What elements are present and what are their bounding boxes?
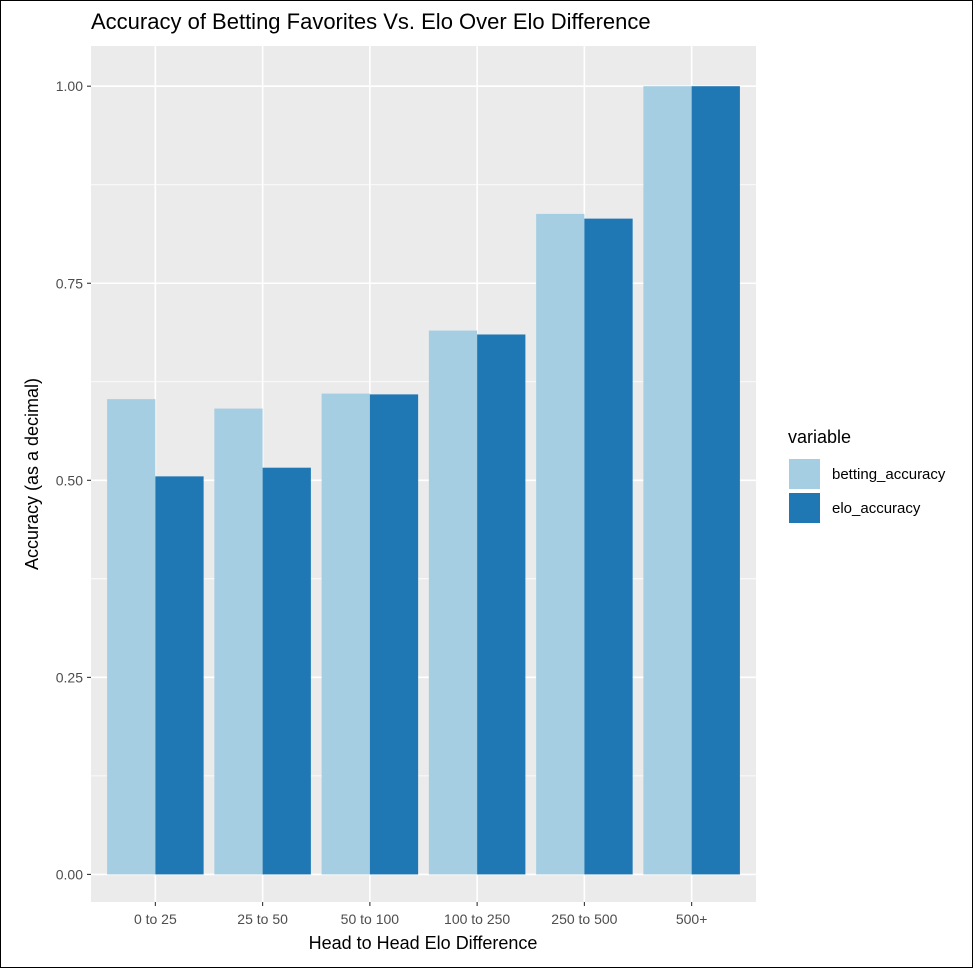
y-axis-label: Accuracy (as a decimal) (22, 378, 42, 570)
legend-items: betting_accuracy elo_accuracy (789, 459, 946, 523)
x-tick-label: 0 to 25 (134, 911, 177, 927)
bar-betting-accuracy-1 (214, 408, 263, 875)
legend-label-elo-accuracy: elo_accuracy (832, 500, 921, 517)
bar-elo-accuracy-3 (477, 334, 526, 875)
chart-title: Accuracy of Betting Favorites Vs. Elo Ov… (91, 9, 651, 34)
bar-elo-accuracy-0 (155, 476, 204, 875)
y-tick-label: 0.25 (56, 669, 83, 685)
y-tick-label: 0.75 (56, 275, 83, 291)
bar-elo-accuracy-2 (369, 394, 419, 875)
x-tick-label: 500+ (676, 911, 708, 927)
legend-label-betting-accuracy: betting_accuracy (832, 466, 946, 483)
y-tick-label: 0.00 (56, 866, 83, 882)
bar-betting-accuracy-5 (643, 86, 692, 875)
bar-betting-accuracy-2 (321, 393, 370, 875)
y-axis: 0.00 0.25 0.50 0.75 1.00 (56, 78, 91, 882)
x-tick-label: 50 to 100 (341, 911, 400, 927)
bars (107, 86, 740, 875)
bar-betting-accuracy-0 (107, 399, 156, 875)
bar-elo-accuracy-4 (584, 218, 633, 875)
bar-elo-accuracy-1 (262, 467, 311, 875)
bar-elo-accuracy-5 (691, 86, 740, 875)
y-tick-label: 1.00 (56, 78, 83, 94)
x-tick-label: 25 to 50 (237, 911, 288, 927)
x-axis: 0 to 25 25 to 50 50 to 100 100 to 250 250 to… (134, 902, 707, 927)
y-tick-label: 0.50 (56, 472, 83, 488)
bar-betting-accuracy-3 (428, 330, 478, 875)
x-axis-label: Head to Head Elo Difference (309, 933, 538, 953)
bar-betting-accuracy-4 (536, 213, 585, 875)
legend-swatch-elo-accuracy (789, 493, 820, 523)
legend-title: variable (788, 427, 851, 447)
x-tick-label: 250 to 500 (551, 911, 617, 927)
legend-swatch-betting-accuracy (789, 459, 820, 489)
legend: variable betting_accuracy elo_accuracy (788, 427, 946, 523)
x-tick-label: 100 to 250 (444, 911, 510, 927)
